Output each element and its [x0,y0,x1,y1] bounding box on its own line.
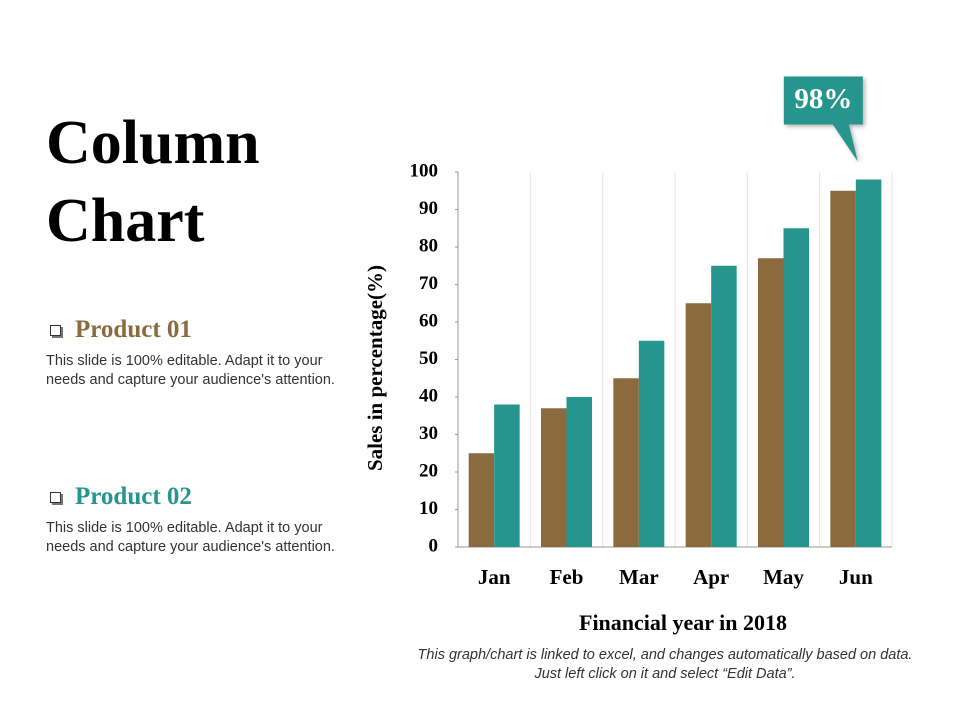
legend-marker [50,491,61,503]
x-tick-label: Jun [839,565,873,589]
x-tick-label: Apr [693,565,729,589]
bar [566,397,592,547]
y-axis-label: Sales in percentage(%) [363,265,387,471]
bar [638,340,665,547]
y-tick-label: 50 [419,348,438,369]
data-label: 98% [794,83,852,115]
legend-item: Product 01 This slide is 100% editable. A… [46,316,366,390]
y-tick-label: 10 [419,498,438,519]
bar [711,265,737,547]
y-tick-label: 100 [410,160,439,181]
y-tick-label: 0 [429,535,439,556]
bar [758,258,784,547]
bar [541,408,567,547]
y-tick-label: 60 [419,310,438,331]
bar [783,228,809,547]
legend-label: Product 02 [75,483,192,510]
y-tick-label: 30 [419,423,438,444]
bar [830,190,856,547]
x-axis-label: Financial year in 2018 [579,610,787,635]
legend-label: Product 01 [75,316,192,343]
legend-head: Product 02 [46,483,366,511]
legend-description: This slide is 100% editable. Adapt it to… [46,353,335,388]
footnote: This graph/chart is linked to excel, and… [417,647,913,682]
x-tick-label: Mar [619,565,659,589]
y-tick-label: 90 [419,198,438,219]
x-tick-label: Jan [478,565,511,589]
legend-description: This slide is 100% editable. Adapt it to… [46,520,335,555]
legend-item: Product 02 This slide is 100% editable. A… [46,483,366,557]
bar [494,404,520,547]
callout [783,76,863,162]
bar [468,453,495,547]
legend-marker [50,324,61,336]
legend-head: Product 01 [46,316,366,344]
bar [855,179,882,547]
bar [613,378,639,547]
x-tick-label: Feb [550,565,584,589]
y-tick-label: 20 [419,460,438,481]
bar [685,303,712,547]
x-tick-label: May [763,565,804,589]
y-tick-label: 40 [419,385,438,406]
y-tick-label: 80 [419,235,438,256]
y-tick-label: 70 [419,273,438,294]
slide-title: Column Chart [46,109,260,255]
